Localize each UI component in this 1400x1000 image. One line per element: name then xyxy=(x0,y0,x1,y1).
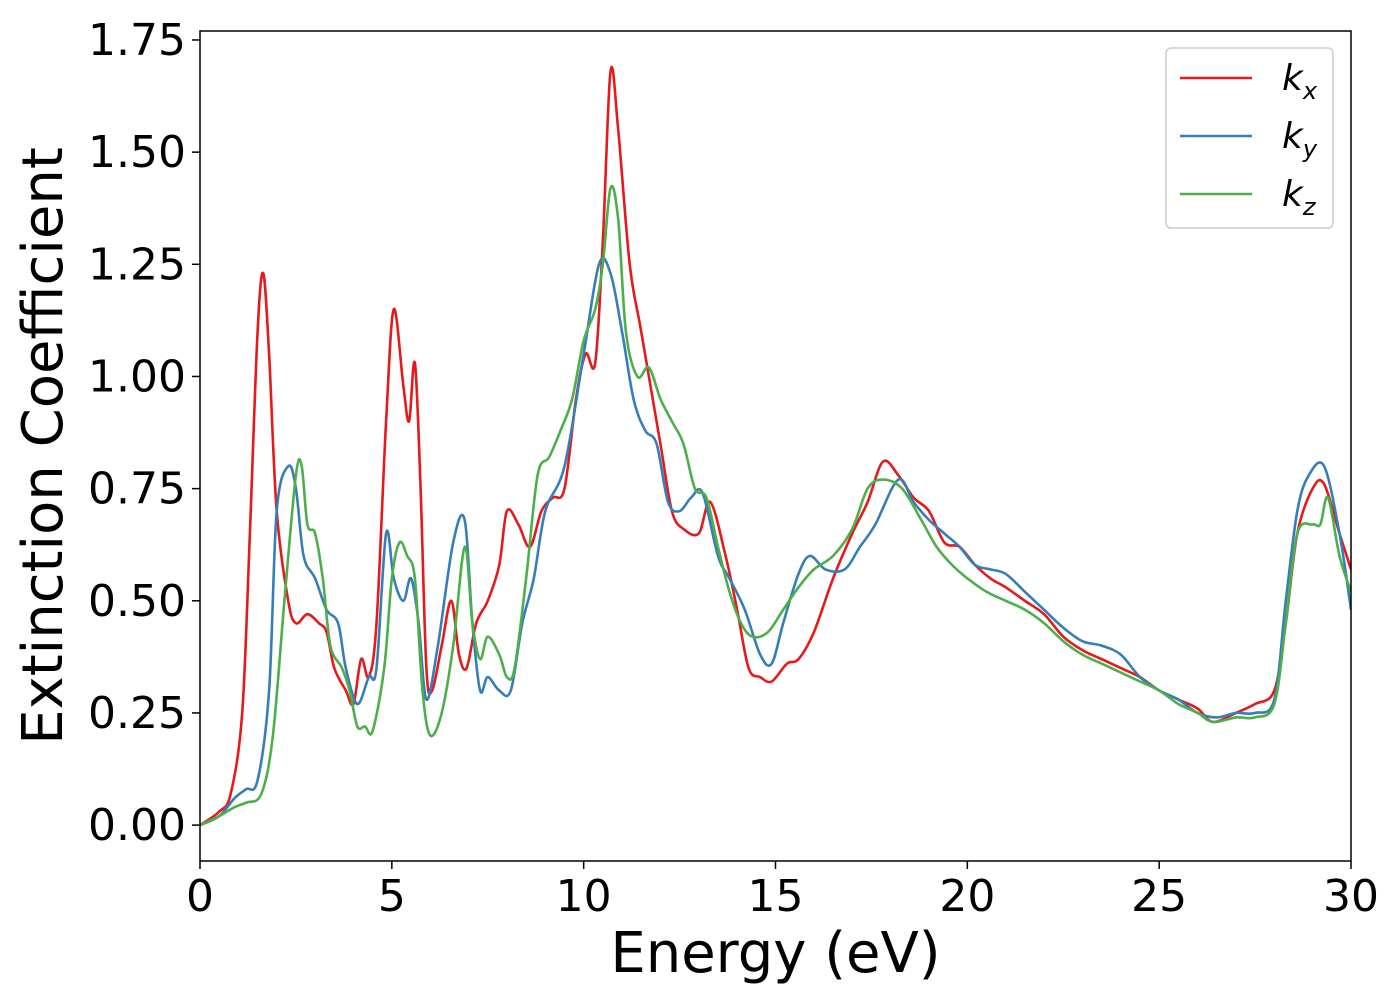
x-axis-label: Energy (eV) xyxy=(610,921,940,986)
x-tick-label: 5 xyxy=(378,871,406,922)
y-tick-label: 1.00 xyxy=(88,351,186,402)
series-line-kz xyxy=(200,184,1351,827)
y-tick-label: 0.50 xyxy=(88,576,186,627)
y-tick-label: 1.25 xyxy=(88,239,186,290)
y-tick-label: 0.75 xyxy=(88,464,186,515)
legend-label-ky: ky xyxy=(1282,116,1318,163)
legend-box xyxy=(1165,47,1334,229)
y-tick-label: 1.75 xyxy=(88,15,186,66)
legend-label-kx: kx xyxy=(1282,58,1318,105)
x-tick-label: 20 xyxy=(939,871,995,922)
x-tick-label: 0 xyxy=(186,871,214,922)
y-tick-label: 1.50 xyxy=(88,127,186,178)
x-tick-label: 15 xyxy=(748,871,804,922)
y-axis-label: Extinction Coefficient xyxy=(11,147,76,745)
series-layer xyxy=(200,65,1351,827)
y-tick-label: 0.00 xyxy=(88,800,186,851)
legend: kx ky kz xyxy=(1165,47,1334,229)
x-tick-label: 10 xyxy=(556,871,612,922)
series-line-kx xyxy=(200,65,1351,827)
legend-label-kz: kz xyxy=(1282,174,1317,221)
series-line-ky xyxy=(200,256,1351,827)
x-axis: 0 5 10 15 20 25 30 xyxy=(186,861,1379,922)
x-tick-label: 25 xyxy=(1131,871,1187,922)
y-axis: 0.00 0.25 0.50 0.75 1.00 1.25 1.50 1.75 xyxy=(88,15,200,851)
x-tick-label: 30 xyxy=(1323,871,1379,922)
y-tick-label: 0.25 xyxy=(88,688,186,739)
